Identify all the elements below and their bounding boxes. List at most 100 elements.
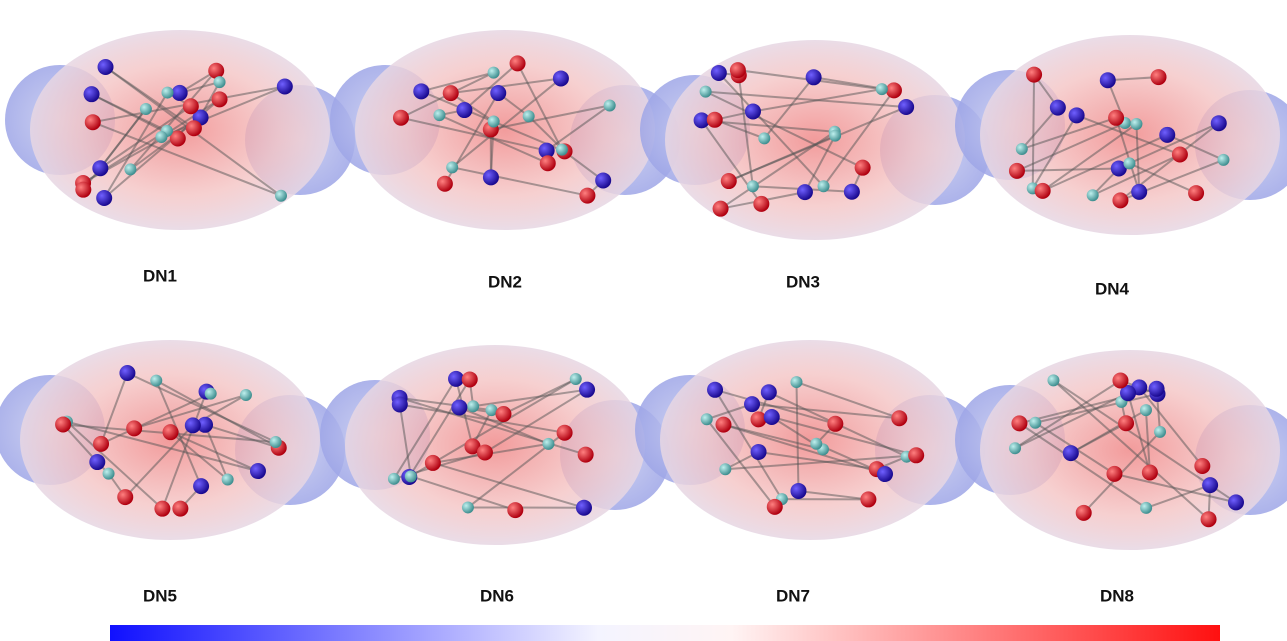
atom: [767, 499, 783, 515]
atom: [797, 184, 813, 200]
atom: [844, 184, 860, 200]
atom: [205, 388, 217, 400]
atom: [1009, 442, 1021, 454]
atom: [413, 83, 429, 99]
atom: [523, 110, 535, 122]
atom: [827, 416, 843, 432]
atom: [1050, 100, 1066, 116]
atom: [1108, 110, 1124, 126]
atom: [162, 87, 174, 99]
atom: [98, 59, 114, 75]
atom: [119, 365, 135, 381]
atom: [876, 83, 888, 95]
atom: [1140, 404, 1152, 416]
atom: [1140, 502, 1152, 514]
atom: [507, 502, 523, 518]
atom: [877, 466, 893, 482]
molecule: [955, 35, 1287, 235]
atom: [1172, 146, 1188, 162]
atom: [1149, 381, 1165, 397]
panel-label: DN6: [480, 586, 514, 605]
atom: [751, 444, 767, 460]
atom: [1201, 511, 1217, 527]
atom: [578, 447, 594, 463]
atom: [1016, 143, 1028, 155]
atom: [154, 501, 170, 517]
atom: [1154, 426, 1166, 438]
atom: [1123, 157, 1135, 169]
atom: [1087, 189, 1099, 201]
atom: [1159, 127, 1175, 143]
atom: [1131, 184, 1147, 200]
atom: [467, 400, 479, 412]
atom: [103, 468, 115, 480]
atom: [1118, 415, 1134, 431]
atom: [1047, 374, 1059, 386]
atom: [553, 70, 569, 86]
atom: [886, 82, 902, 98]
atom: [150, 375, 162, 387]
atom: [208, 63, 224, 79]
atom: [222, 474, 234, 486]
atom: [183, 98, 199, 114]
atom: [277, 78, 293, 94]
atom: [719, 463, 731, 475]
atom: [576, 500, 592, 516]
atom: [707, 382, 723, 398]
atom: [495, 406, 511, 422]
surface: [660, 340, 960, 540]
atom: [810, 438, 822, 450]
atom: [700, 86, 712, 98]
atom: [126, 420, 142, 436]
atom: [1029, 417, 1041, 429]
panel-label: DN4: [1095, 279, 1130, 298]
molecule-panels: [0, 30, 1287, 550]
atom: [1069, 107, 1085, 123]
atom: [730, 62, 746, 78]
panel-label: DN1: [143, 266, 177, 285]
atom: [163, 424, 179, 440]
atom: [1106, 466, 1122, 482]
atom: [140, 103, 152, 115]
atom: [908, 447, 924, 463]
atom: [1142, 465, 1158, 481]
molecule: [955, 350, 1287, 550]
atom: [483, 169, 499, 185]
atom: [1188, 185, 1204, 201]
atom: [443, 85, 459, 101]
panel-label: DN7: [776, 586, 810, 605]
atom: [172, 85, 188, 101]
atom: [542, 438, 554, 450]
atom: [1011, 415, 1027, 431]
molecule: [330, 30, 680, 230]
atom: [275, 190, 287, 202]
atom: [829, 130, 841, 142]
atom: [758, 132, 770, 144]
atom: [490, 85, 506, 101]
atom: [437, 176, 453, 192]
atom: [186, 120, 202, 136]
atom: [185, 417, 201, 433]
atom: [425, 455, 441, 471]
atom: [764, 409, 780, 425]
atom: [85, 114, 101, 130]
atom: [753, 196, 769, 212]
molecule: [5, 30, 355, 230]
atom: [860, 491, 876, 507]
atom: [124, 163, 136, 175]
surface: [355, 30, 655, 230]
atom: [1194, 458, 1210, 474]
atom: [1151, 69, 1167, 85]
panel-label: DN2: [488, 272, 522, 291]
atom: [448, 371, 464, 387]
atom: [250, 463, 266, 479]
molecule: [635, 340, 985, 540]
atom: [570, 373, 582, 385]
atom: [1076, 505, 1092, 521]
atom: [488, 116, 500, 128]
atom: [1063, 445, 1079, 461]
atom: [84, 86, 100, 102]
panel-label: DN8: [1100, 586, 1134, 605]
molecule: [0, 340, 345, 540]
atom: [96, 190, 112, 206]
